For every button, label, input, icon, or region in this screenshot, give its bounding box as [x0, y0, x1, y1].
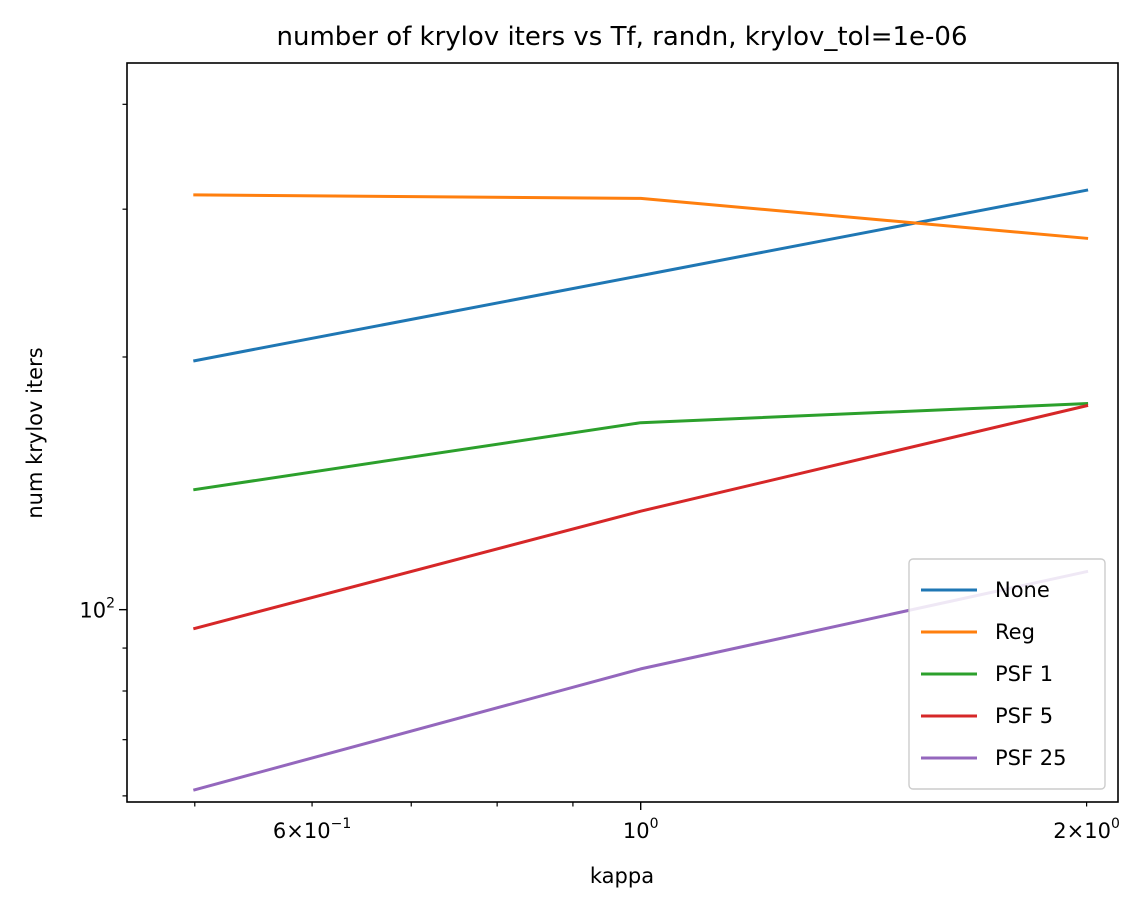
legend-label-1: Reg — [995, 620, 1035, 644]
legend: None Reg PSF 1 PSF 5 PSF 25 — [908, 558, 1106, 790]
legend-label-3: PSF 5 — [995, 704, 1053, 728]
legend-label-0: None — [995, 578, 1050, 602]
y-tick-label: 102 — [79, 596, 115, 623]
series-line-1 — [193, 193, 1089, 240]
series-line-0 — [193, 188, 1089, 363]
x-tick-label: 2×100 — [1053, 816, 1120, 843]
legend-label-4: PSF 25 — [995, 746, 1066, 770]
axis-ticks: 6×10−1 100 2×100 102 — [79, 103, 1120, 843]
series-line-3 — [192, 403, 1089, 631]
chart-title: number of krylov iters vs Tf, randn, kry… — [276, 22, 967, 52]
axes-frame — [126, 62, 1119, 803]
series-line-2 — [193, 402, 1089, 492]
y-axis-label: num krylov iters — [23, 347, 47, 518]
x-tick-label: 6×10−1 — [273, 816, 351, 843]
plot-area — [126, 62, 1119, 803]
legend-label-2: PSF 1 — [995, 662, 1053, 686]
x-tick-label: 100 — [623, 816, 659, 843]
legend-box — [908, 558, 1106, 790]
x-axis-label: kappa — [590, 864, 654, 888]
